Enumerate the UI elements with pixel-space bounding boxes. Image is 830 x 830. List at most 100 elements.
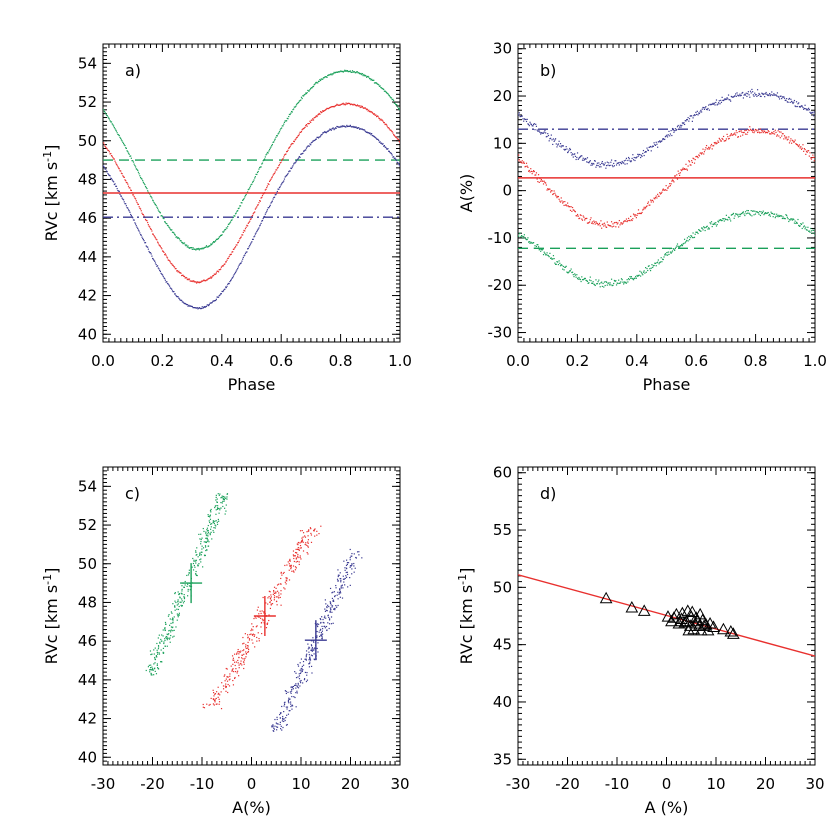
data-point-red	[299, 556, 301, 559]
data-point-red	[527, 166, 529, 168]
data-point-green	[244, 195, 247, 197]
plot-area	[518, 88, 815, 288]
data-point-green	[576, 274, 578, 276]
data-point-green	[222, 498, 225, 500]
data-point-blue	[316, 623, 319, 625]
data-point-green	[748, 212, 750, 214]
data-point-red	[208, 704, 210, 706]
data-point-red	[786, 136, 788, 138]
data-point-blue	[239, 263, 241, 265]
data-point-blue	[801, 105, 803, 107]
data-point-red	[354, 104, 356, 106]
data-point-green	[182, 602, 185, 604]
data-point-red	[274, 171, 276, 173]
data-point-red	[557, 196, 560, 198]
data-point-red	[749, 126, 751, 128]
data-point-red	[280, 583, 282, 585]
data-point-blue	[273, 727, 275, 729]
data-point-blue	[313, 653, 315, 655]
data-point-blue	[127, 209, 130, 211]
y-tick-label: 40	[78, 748, 97, 766]
data-point-red	[367, 110, 369, 112]
data-point-green	[222, 231, 225, 233]
y-axis-label-main: RVc [km s	[457, 585, 476, 665]
data-point-red	[310, 534, 313, 536]
data-point-red	[295, 561, 297, 563]
data-point-red	[289, 560, 291, 562]
data-point-blue	[750, 92, 752, 94]
data-point-blue	[207, 304, 209, 306]
data-point-blue	[108, 174, 110, 177]
data-point-blue	[292, 685, 295, 688]
data-point-red	[234, 653, 236, 655]
data-point-red	[692, 157, 694, 159]
data-point-green	[121, 140, 123, 142]
data-point-green	[788, 220, 790, 223]
data-point-blue	[350, 125, 352, 128]
data-point-red	[344, 103, 346, 105]
data-point-green	[220, 234, 222, 237]
data-point-red	[165, 254, 167, 256]
data-point-green	[186, 244, 188, 246]
data-point-red	[254, 616, 256, 618]
data-point-blue	[192, 306, 194, 309]
data-point-red	[525, 165, 527, 168]
data-point-red	[302, 541, 304, 543]
data-point-green	[206, 538, 208, 540]
data-point-red	[200, 280, 203, 282]
data-point-green	[179, 597, 181, 599]
data-point-green	[561, 264, 563, 266]
data-point-green	[334, 71, 337, 74]
data-point-green	[663, 256, 665, 258]
data-point-blue	[335, 584, 337, 587]
data-point-red	[600, 220, 602, 222]
data-point-green	[368, 76, 370, 78]
data-point-blue	[662, 138, 664, 140]
data-point-red	[764, 130, 766, 133]
data-point-green	[658, 263, 660, 265]
data-point-green	[610, 284, 612, 286]
data-point-red	[344, 104, 347, 106]
data-point-green	[177, 591, 179, 593]
data-point-green	[635, 275, 637, 278]
data-point-green	[162, 652, 164, 654]
data-point-blue	[305, 658, 307, 660]
data-point-red	[255, 207, 257, 209]
data-point-blue	[357, 127, 359, 129]
data-point-blue	[696, 113, 698, 116]
data-point-blue	[625, 157, 628, 159]
data-point-green	[213, 522, 216, 524]
data-point-blue	[579, 156, 581, 158]
data-point-red	[212, 274, 215, 277]
data-point-green	[133, 163, 135, 165]
data-point-green	[292, 109, 294, 111]
data-point-red	[669, 183, 671, 185]
data-point-blue	[601, 161, 603, 163]
data-point-blue	[727, 94, 730, 96]
data-point-green	[209, 514, 212, 516]
data-point-blue	[551, 139, 553, 141]
data-point-red	[585, 217, 587, 220]
data-point-red	[247, 636, 249, 638]
data-point-blue	[561, 145, 563, 147]
data-point-red	[158, 244, 160, 246]
data-point-red	[297, 135, 299, 137]
data-point-green	[616, 282, 618, 284]
data-point-green	[216, 523, 219, 525]
y-axis-label-sup: -1	[41, 574, 54, 585]
data-point-blue	[305, 656, 307, 658]
data-point-red	[276, 590, 279, 592]
data-point-blue	[167, 283, 169, 285]
data-point-green	[205, 531, 207, 533]
data-point-blue	[271, 726, 273, 728]
data-point-red	[213, 695, 215, 697]
data-point-blue	[635, 157, 637, 159]
data-point-green	[564, 266, 567, 268]
data-point-red	[263, 619, 265, 621]
data-point-green	[169, 618, 171, 620]
data-point-red	[225, 690, 227, 692]
data-point-green	[221, 502, 223, 504]
data-point-red	[374, 114, 376, 116]
data-point-red	[680, 169, 682, 171]
data-point-green	[344, 69, 346, 71]
